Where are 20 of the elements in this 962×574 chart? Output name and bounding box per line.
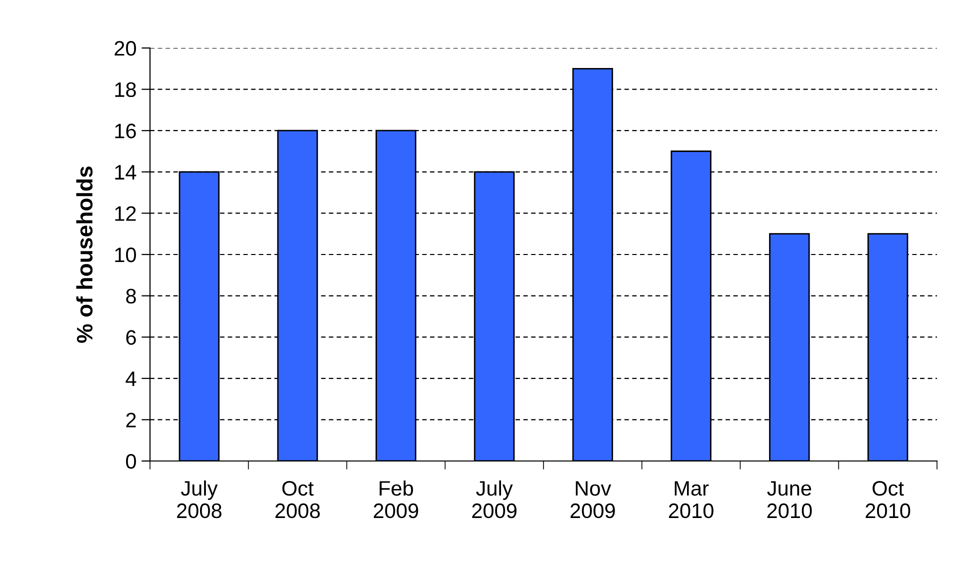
y-tick-label: 20 bbox=[114, 41, 136, 56]
x-tick-label: Oct 2008 bbox=[275, 480, 320, 518]
y-tick-label: 18 bbox=[115, 82, 136, 98]
y-tick-label: 10 bbox=[115, 248, 136, 262]
x-tick-label: Nov 2009 bbox=[570, 481, 615, 518]
y-tick-label: 6 bbox=[126, 330, 136, 345]
y-axis-title: % of households bbox=[76, 166, 93, 343]
x-tick-label: July 2009 bbox=[472, 480, 516, 518]
y-tick-label: 12 bbox=[115, 206, 136, 221]
x-tick-label: Mar 2010 bbox=[668, 481, 714, 518]
x-tick-label: Feb 2009 bbox=[374, 480, 418, 518]
y-tick-label: 0 bbox=[126, 454, 136, 469]
y-tick-label: 4 bbox=[126, 372, 136, 386]
x-tick-label: June 2010 bbox=[767, 481, 812, 518]
x-tick-label: July 2008 bbox=[177, 480, 222, 518]
y-tick-label: 8 bbox=[126, 288, 136, 304]
y-tick-label: 14 bbox=[115, 165, 136, 180]
y-tick-label: 2 bbox=[126, 412, 136, 428]
x-tick-label: Oct 2010 bbox=[866, 480, 910, 518]
y-tick-label: 16 bbox=[115, 124, 136, 138]
